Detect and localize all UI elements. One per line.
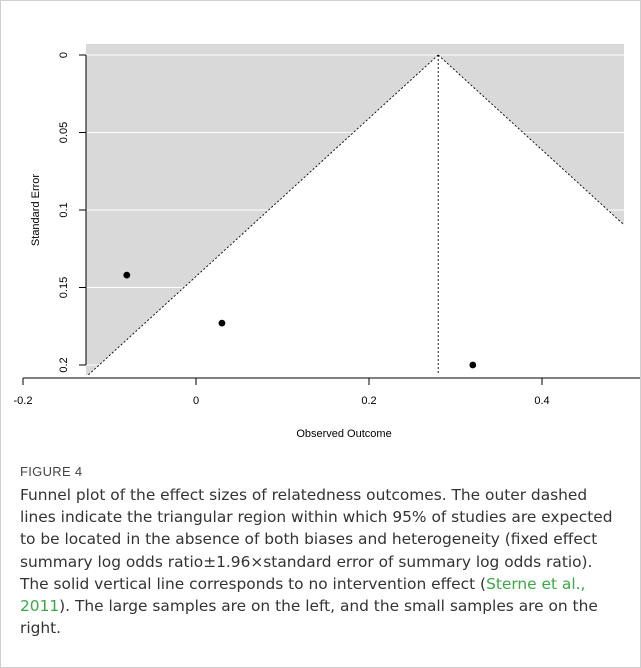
y-tick-label-2: 0.1 (58, 202, 70, 217)
data-point-2 (469, 361, 477, 369)
funnel-plot: 00.050.10.150.2-0.200.20.40.60.81 Observ… (14, 44, 640, 440)
x-tick-label-3: 0.4 (534, 395, 549, 407)
y-axis-title: Standard Error (30, 174, 42, 246)
y-tick-label-4: 0.2 (58, 357, 70, 372)
x-tick-label-1: 0 (193, 395, 199, 407)
citation-link[interactable]: Sterne et al., 2011 (20, 574, 586, 616)
funnel-right-edge (437, 54, 624, 226)
caption-text-end: ). The large samples are on the left, an… (20, 597, 598, 638)
x-tick-label-0: -0.2 (14, 395, 33, 407)
x-tick-label-2: 0.2 (361, 395, 376, 407)
x-axis-title: Observed Outcome (296, 428, 391, 440)
caption-text-start: Funnel plot of the effect sizes of relat… (20, 486, 613, 593)
y-tick-label-3: 0.15 (58, 277, 70, 298)
funnel-region (88, 55, 624, 375)
figure-label: FIGURE 4 (20, 464, 83, 479)
data-point-0 (123, 271, 131, 279)
y-tick-label-0: 0 (58, 52, 70, 58)
data-point-1 (218, 319, 226, 327)
figure-caption: Funnel plot of the effect sizes of relat… (20, 484, 625, 639)
y-tick-label-1: 0.05 (58, 122, 70, 143)
funnel-left-edge (87, 54, 439, 375)
